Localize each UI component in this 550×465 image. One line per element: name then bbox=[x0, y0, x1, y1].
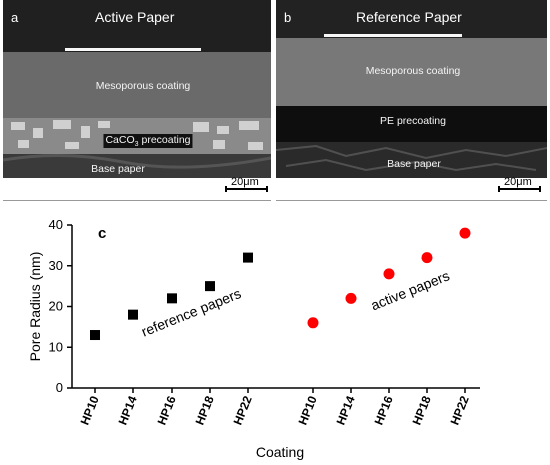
panel-a-title: Active Paper bbox=[95, 9, 175, 25]
active-point bbox=[345, 292, 357, 304]
panel-b-scale-tick-right bbox=[539, 186, 541, 192]
x-tick-label: HP10 bbox=[78, 394, 102, 427]
panel-b-letter: b bbox=[284, 10, 292, 25]
y-tick-label: 30 bbox=[49, 258, 63, 273]
panel-a-layer-precoating: CaCO3 precoating bbox=[103, 134, 193, 149]
x-tick-label: HP18 bbox=[193, 394, 217, 427]
panel-a-scale-tick-right bbox=[266, 186, 268, 192]
y-tick-label: 10 bbox=[49, 339, 63, 354]
panel-b-title: Reference Paper bbox=[356, 9, 462, 25]
y-axis-title: Pore Radius (nm) bbox=[27, 252, 43, 362]
y-tick-label: 20 bbox=[49, 299, 63, 314]
active-point bbox=[421, 252, 433, 264]
x-tick-label: HP16 bbox=[372, 394, 396, 427]
reference-point bbox=[90, 330, 100, 341]
x-tick-label: HP14 bbox=[116, 394, 140, 427]
panel-b-scale-label: 20μm bbox=[504, 176, 532, 188]
active-papers-label: active papers bbox=[369, 267, 452, 313]
y-tick-label: 40 bbox=[49, 217, 63, 232]
panel-a-scale-bar bbox=[225, 188, 267, 190]
panel-b-scale-bar bbox=[498, 188, 540, 190]
x-tick-label: HP22 bbox=[448, 394, 472, 427]
panel-a-scale-label: 20μm bbox=[231, 176, 259, 188]
panel-a-layer-base: Base paper bbox=[91, 163, 145, 175]
x-tick-label: HP18 bbox=[410, 394, 434, 427]
reference-point bbox=[128, 309, 138, 320]
panel-b-layer-mesoporous: Mesoporous coating bbox=[365, 65, 461, 77]
x-tick-label: HP14 bbox=[334, 394, 358, 427]
reference-point bbox=[205, 281, 215, 292]
x-tick-label: HP16 bbox=[155, 394, 179, 427]
panel-b-micrograph: b Reference Paper Mesoporous coating PE … bbox=[276, 0, 547, 201]
panel-b-image bbox=[276, 0, 547, 200]
y-tick-label: 0 bbox=[56, 380, 63, 395]
panel-c-letter: c bbox=[98, 225, 106, 242]
reference-papers-label: reference papers bbox=[139, 285, 243, 339]
x-tick-label: HP10 bbox=[296, 394, 320, 427]
panel-b-layer-base: Base paper bbox=[387, 158, 441, 170]
pore-radius-chart: 0 10 20 30 40 HP10 HP14 HP16 HP18 HP22 HP10 HP14 HP1… bbox=[27, 217, 480, 460]
reference-point bbox=[243, 252, 253, 263]
active-point bbox=[459, 227, 471, 239]
panel-a-micrograph: a Active Paper Mesoporous coating CaCO3 … bbox=[3, 0, 271, 201]
x-tick-label: HP22 bbox=[231, 394, 255, 427]
reference-point bbox=[167, 293, 177, 304]
x-axis-title: Coating bbox=[256, 444, 304, 460]
active-point bbox=[383, 268, 395, 280]
active-point bbox=[307, 317, 319, 329]
panel-a-letter: a bbox=[11, 10, 19, 25]
panel-b-layer-precoating: PE precoating bbox=[380, 115, 446, 127]
panel-a-layer-mesoporous: Mesoporous coating bbox=[95, 80, 191, 92]
